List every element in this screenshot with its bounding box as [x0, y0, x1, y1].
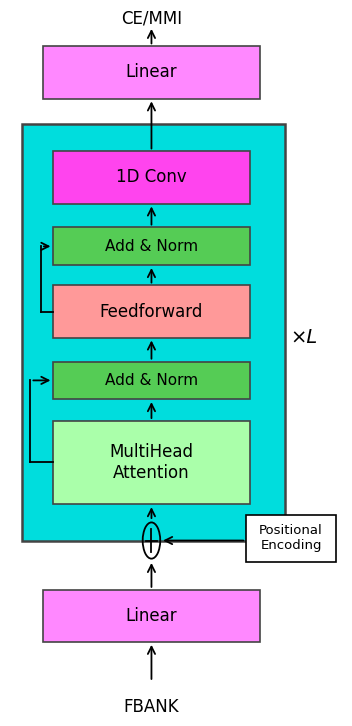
Text: Linear: Linear — [126, 63, 177, 81]
FancyBboxPatch shape — [43, 46, 260, 99]
FancyBboxPatch shape — [53, 152, 250, 203]
FancyBboxPatch shape — [53, 421, 250, 505]
Text: Linear: Linear — [126, 607, 177, 625]
FancyBboxPatch shape — [22, 124, 285, 541]
FancyBboxPatch shape — [246, 515, 335, 562]
Text: Positional
Encoding: Positional Encoding — [259, 524, 323, 552]
Text: 1D Conv: 1D Conv — [116, 168, 187, 187]
Text: Add & Norm: Add & Norm — [105, 239, 198, 254]
FancyBboxPatch shape — [43, 590, 260, 642]
FancyBboxPatch shape — [53, 362, 250, 399]
Text: MultiHead
Attention: MultiHead Attention — [109, 444, 194, 482]
FancyBboxPatch shape — [53, 285, 250, 338]
Text: Add & Norm: Add & Norm — [105, 373, 198, 388]
Text: FBANK: FBANK — [124, 698, 179, 716]
Text: Feedforward: Feedforward — [100, 303, 203, 321]
Text: ×L: ×L — [290, 328, 318, 347]
FancyBboxPatch shape — [53, 227, 250, 265]
Text: CE/MMI: CE/MMI — [121, 10, 182, 28]
